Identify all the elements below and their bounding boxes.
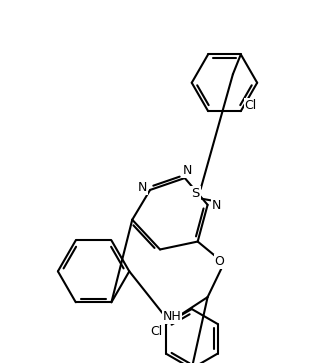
Text: O: O (214, 255, 225, 268)
Text: Cl: Cl (245, 99, 257, 112)
Text: S: S (191, 187, 200, 201)
Text: N: N (212, 199, 221, 212)
Text: N: N (137, 182, 147, 194)
Text: N: N (183, 163, 192, 177)
Text: NH: NH (163, 310, 181, 324)
Text: Cl: Cl (150, 325, 162, 339)
